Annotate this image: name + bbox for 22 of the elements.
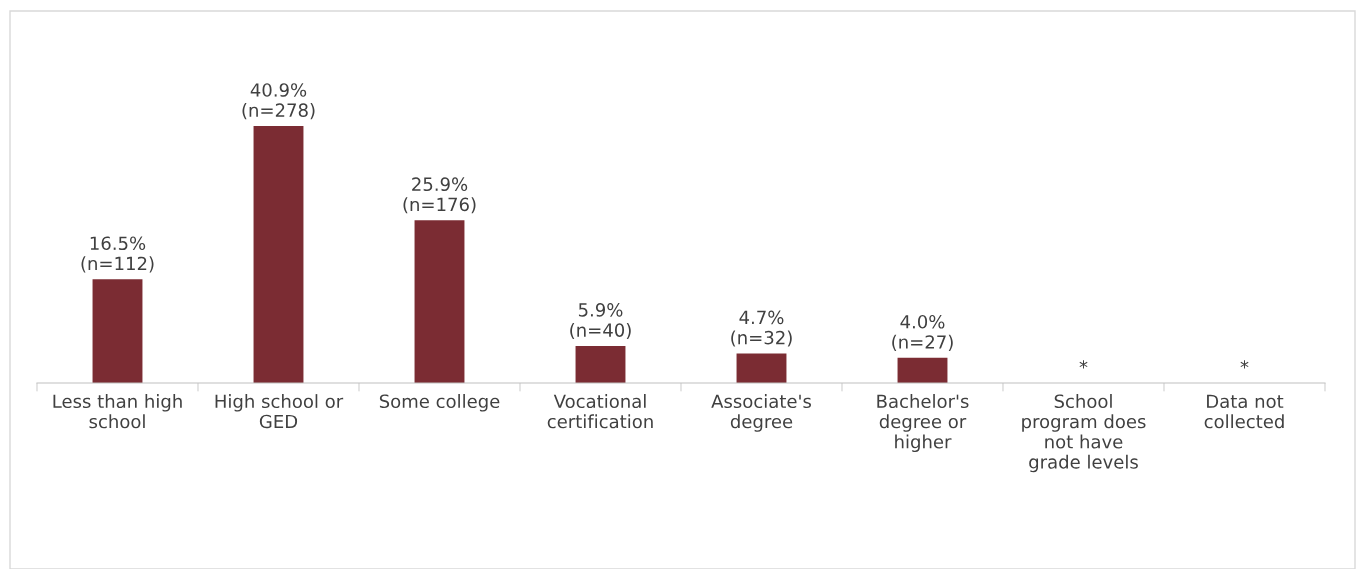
bar <box>575 345 626 383</box>
x-tick-label: Data not collected <box>1204 394 1284 429</box>
data-label: 25.9% (n=176) <box>403 177 476 214</box>
x-tick-label: Associate's degree <box>711 394 812 432</box>
x-tick-label: Less than high school <box>53 394 182 429</box>
bar <box>897 357 948 383</box>
x-tick-label: Vocational certification <box>547 394 653 429</box>
bar <box>736 353 787 383</box>
x-tick-label: School program does not have grade levels <box>1022 394 1146 473</box>
data-label: 4.7% (n=32) <box>731 310 792 347</box>
data-label: 16.5% (n=112) <box>81 236 154 273</box>
bar <box>253 126 304 383</box>
x-tick-label: Some college <box>379 394 500 412</box>
text: * <box>1079 360 1088 369</box>
bar <box>414 220 465 383</box>
data-label: 5.9% (n=40) <box>570 303 631 340</box>
x-tick-label: Bachelor's degree or higher <box>877 394 969 453</box>
data-label: 40.9% (n=278) <box>242 83 315 120</box>
data-label: 4.0% (n=27) <box>892 314 953 351</box>
text: * <box>1240 360 1249 369</box>
bar <box>92 279 143 383</box>
x-tick-label: High school or GED <box>215 394 344 429</box>
